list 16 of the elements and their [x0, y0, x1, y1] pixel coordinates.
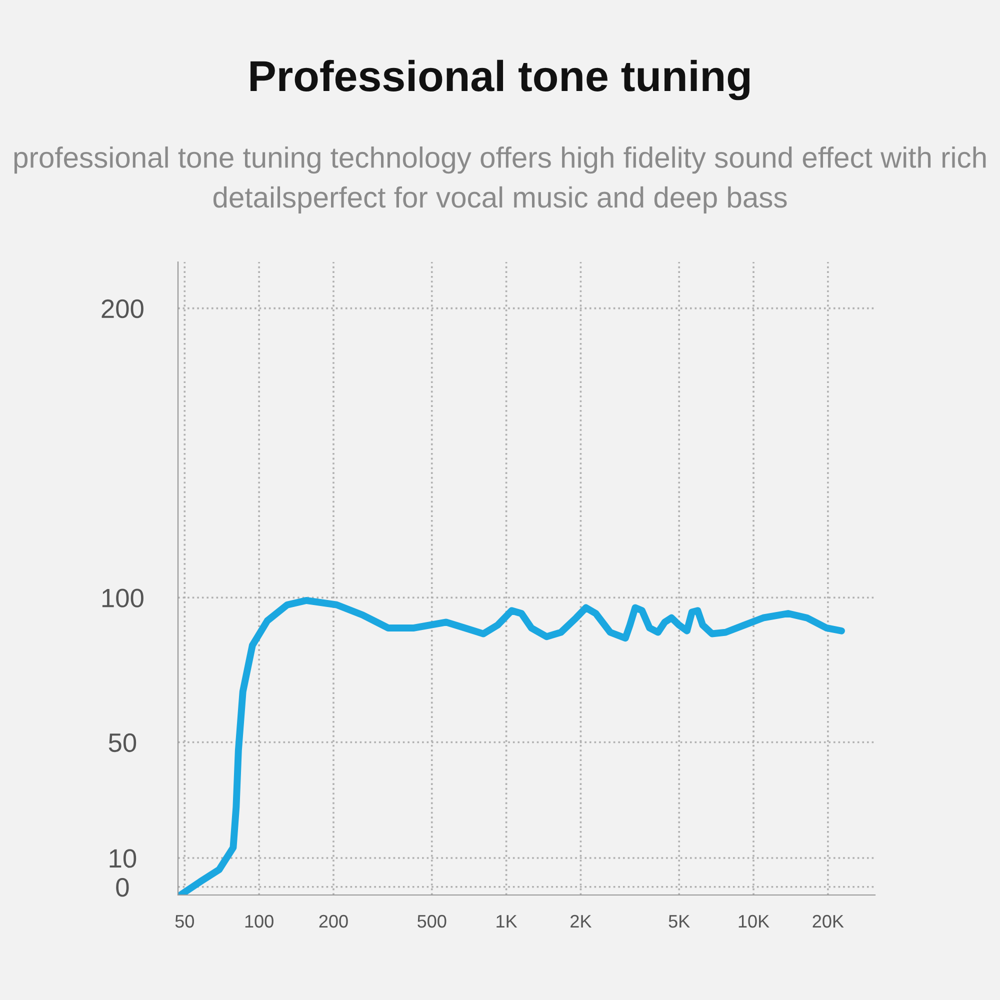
- y-tick-label: 50: [108, 733, 136, 752]
- y-tick-label: 200: [102, 299, 144, 318]
- y-tick-label: 0: [116, 878, 129, 897]
- x-tick-label: 200: [319, 914, 348, 928]
- x-tick-label: 50: [175, 914, 194, 928]
- chart-subtitle: professional tone tuning technology offers high fidelity sound effect with rich detailsperfect for vocal music and deep bass: [14, 146, 986, 214]
- x-tick-label: 100: [245, 914, 274, 928]
- chart-title: Professional tone tuning: [250, 60, 750, 100]
- x-tick-label: 2K: [570, 914, 592, 928]
- x-tick-label: 1K: [496, 915, 518, 928]
- x-tick-label: 20K: [812, 914, 844, 928]
- x-tick-label: 5K: [668, 915, 690, 928]
- y-tick-label: 100: [102, 588, 144, 608]
- x-tick-label: 10K: [738, 914, 770, 928]
- x-tick-label: 500: [418, 914, 446, 928]
- y-tick-label: 10: [110, 849, 136, 868]
